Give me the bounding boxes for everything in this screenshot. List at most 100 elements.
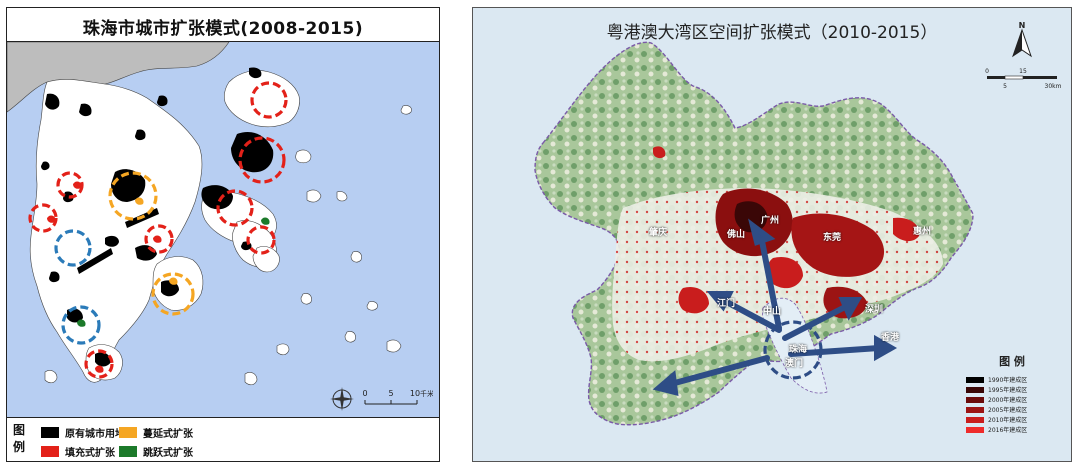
rl-label-2016: 2016年建成区 (988, 427, 1028, 434)
rl-label-2005: 2005年建成区 (988, 407, 1028, 414)
rl-item-1995: 1995年建成区 (966, 385, 1058, 394)
leapfrog-expansion (77, 217, 270, 327)
rl-label-1995: 1995年建成区 (988, 387, 1028, 394)
legend-item-sprawl: 蔓延式扩张 (119, 425, 193, 440)
small-island-10 (44, 370, 58, 384)
legend-item-original-urban: 原有城市用地 (41, 425, 125, 440)
mode-circles (28, 81, 288, 379)
rl-swatch-1995 (966, 386, 984, 393)
expansion-arrows (652, 218, 898, 396)
north-arrow-icon: N (1012, 21, 1032, 58)
rl-item-2000: 2000年建成区 (966, 395, 1058, 404)
city-label-guangzhou: 广州 (761, 216, 780, 226)
leapfrog-circle-1 (54, 229, 92, 267)
infill-circle-3 (216, 189, 254, 227)
right-map-title: 粤港澳大湾区空间扩张模式（2010-2015） (606, 23, 938, 43)
legend-swatch-infill (41, 446, 59, 457)
legend-label-sprawl: 蔓延式扩张 (143, 429, 193, 440)
left-legend: 图例 原有城市用地 蔓延式扩张 填充式扩张 跳跃式扩张 (7, 417, 439, 461)
right-scale-tick-15: 15 (1019, 68, 1027, 75)
north-peninsula (223, 70, 300, 128)
infill-circle-1 (250, 81, 288, 119)
small-island-2 (336, 191, 348, 202)
small-island-4 (350, 251, 362, 263)
small-island-12 (244, 372, 258, 386)
hengqin-island (152, 256, 204, 311)
right-scale-tick-0: 0 (985, 68, 989, 75)
legend-label-leapfrog: 跳跃式扩张 (143, 448, 193, 459)
land-areas (29, 70, 412, 386)
sprawl-expansion (135, 197, 178, 285)
right-scale-tick-30: 30km (1045, 83, 1062, 90)
small-island-9 (276, 343, 290, 356)
small-island-6 (344, 331, 356, 343)
city-label-zhongshan: 中山 (763, 307, 782, 317)
infill-circle-4 (246, 225, 276, 255)
rl-swatch-2016 (966, 426, 984, 433)
left-map-title: 珠海市城市扩张模式(2008-2015) (82, 19, 364, 39)
gba-expansion-map (473, 8, 1071, 461)
city-label-zhaoqing: 肇庆 (649, 228, 668, 238)
original-urban-land (41, 67, 274, 367)
right-legend-title: 图 例 (999, 355, 1025, 368)
zhuhai-expansion-map (7, 42, 412, 386)
neighbor-land (7, 42, 230, 113)
infill-circle-5 (56, 171, 84, 199)
infill-circle-6 (28, 203, 58, 233)
rl-item-2016: 2016年建成区 (966, 425, 1058, 434)
right-scale-tick-5: 5 (1003, 83, 1007, 90)
left-title-bar: 珠海市城市扩张模式(2008-2015) (7, 8, 439, 42)
mainland-zhuhai (29, 76, 203, 383)
rl-label-2000: 2000年建成区 (988, 397, 1028, 404)
sprawl-circle-1 (108, 171, 158, 221)
left-scale-tick-1: 5 (388, 389, 393, 398)
infill-circle-8 (84, 349, 114, 379)
small-island-7 (386, 339, 402, 353)
right-legend: 图 例 1990年建成区 1995年建成区 2000年建成区 2005年建成区 … (966, 353, 1058, 435)
compass-icon (330, 387, 354, 411)
city-label-zhuhai: 珠海 (789, 345, 808, 355)
legend-item-infill: 填充式扩张 (41, 444, 115, 459)
leapfrog-circle-2 (61, 305, 101, 345)
small-island-3 (306, 189, 322, 203)
small-island-5 (366, 301, 378, 311)
zhuhai-map-panel: 珠海市城市扩张模式(2008-2015) (6, 7, 440, 462)
gba-map-panel: 粤港澳大湾区空间扩张模式（2010-2015） 肇庆 广州 佛山 东莞 惠州 江… (472, 7, 1072, 462)
city-label-huizhou: 惠州 (913, 227, 932, 237)
left-scale-tick-0: 0 (362, 389, 367, 398)
infill-circle-7 (144, 224, 174, 254)
rl-item-1990: 1990年建成区 (966, 375, 1058, 384)
north-label: N (1019, 21, 1026, 30)
sprawl-circle-2 (151, 272, 195, 316)
rl-swatch-2005 (966, 406, 984, 413)
left-scale-bar: 0 5 10 千米 (361, 386, 434, 416)
rl-label-1990: 1990年建成区 (988, 377, 1028, 384)
city-label-dongguan: 东莞 (823, 233, 842, 243)
legend-item-leapfrog: 跳跃式扩张 (119, 444, 193, 459)
legend-label-infill: 填充式扩张 (65, 448, 115, 459)
right-scale-bar: 0 15 5 30km (985, 68, 1062, 90)
infill-expansion (47, 181, 162, 373)
city-label-hongkong: 香港 (881, 333, 900, 343)
small-island-11 (400, 105, 412, 115)
left-legend-title: 图例 (13, 423, 26, 454)
legend-label-original: 原有城市用地 (65, 429, 125, 440)
small-island-8 (300, 293, 312, 305)
legend-swatch-sprawl (119, 427, 137, 438)
city-label-foshan: 佛山 (727, 230, 746, 240)
legend-swatch-leapfrog (119, 446, 137, 457)
rl-item-2005: 2005年建成区 (966, 405, 1058, 414)
rl-swatch-1990 (966, 376, 984, 383)
rl-swatch-2000 (966, 396, 984, 403)
left-scale-tick-2: 10 (410, 389, 420, 398)
rl-item-2010: 2010年建成区 (966, 415, 1058, 424)
city-label-jiangmen: 江门 (717, 299, 736, 309)
small-island-1 (295, 149, 312, 164)
east-island (252, 246, 280, 273)
rl-label-2010: 2010年建成区 (988, 417, 1028, 424)
rl-swatch-2010 (966, 416, 984, 423)
legend-swatch-original (41, 427, 59, 438)
city-label-macao: 澳门 (785, 359, 804, 369)
city-label-shenzhen: 深圳 (865, 305, 884, 315)
infill-circle-2 (238, 136, 286, 184)
